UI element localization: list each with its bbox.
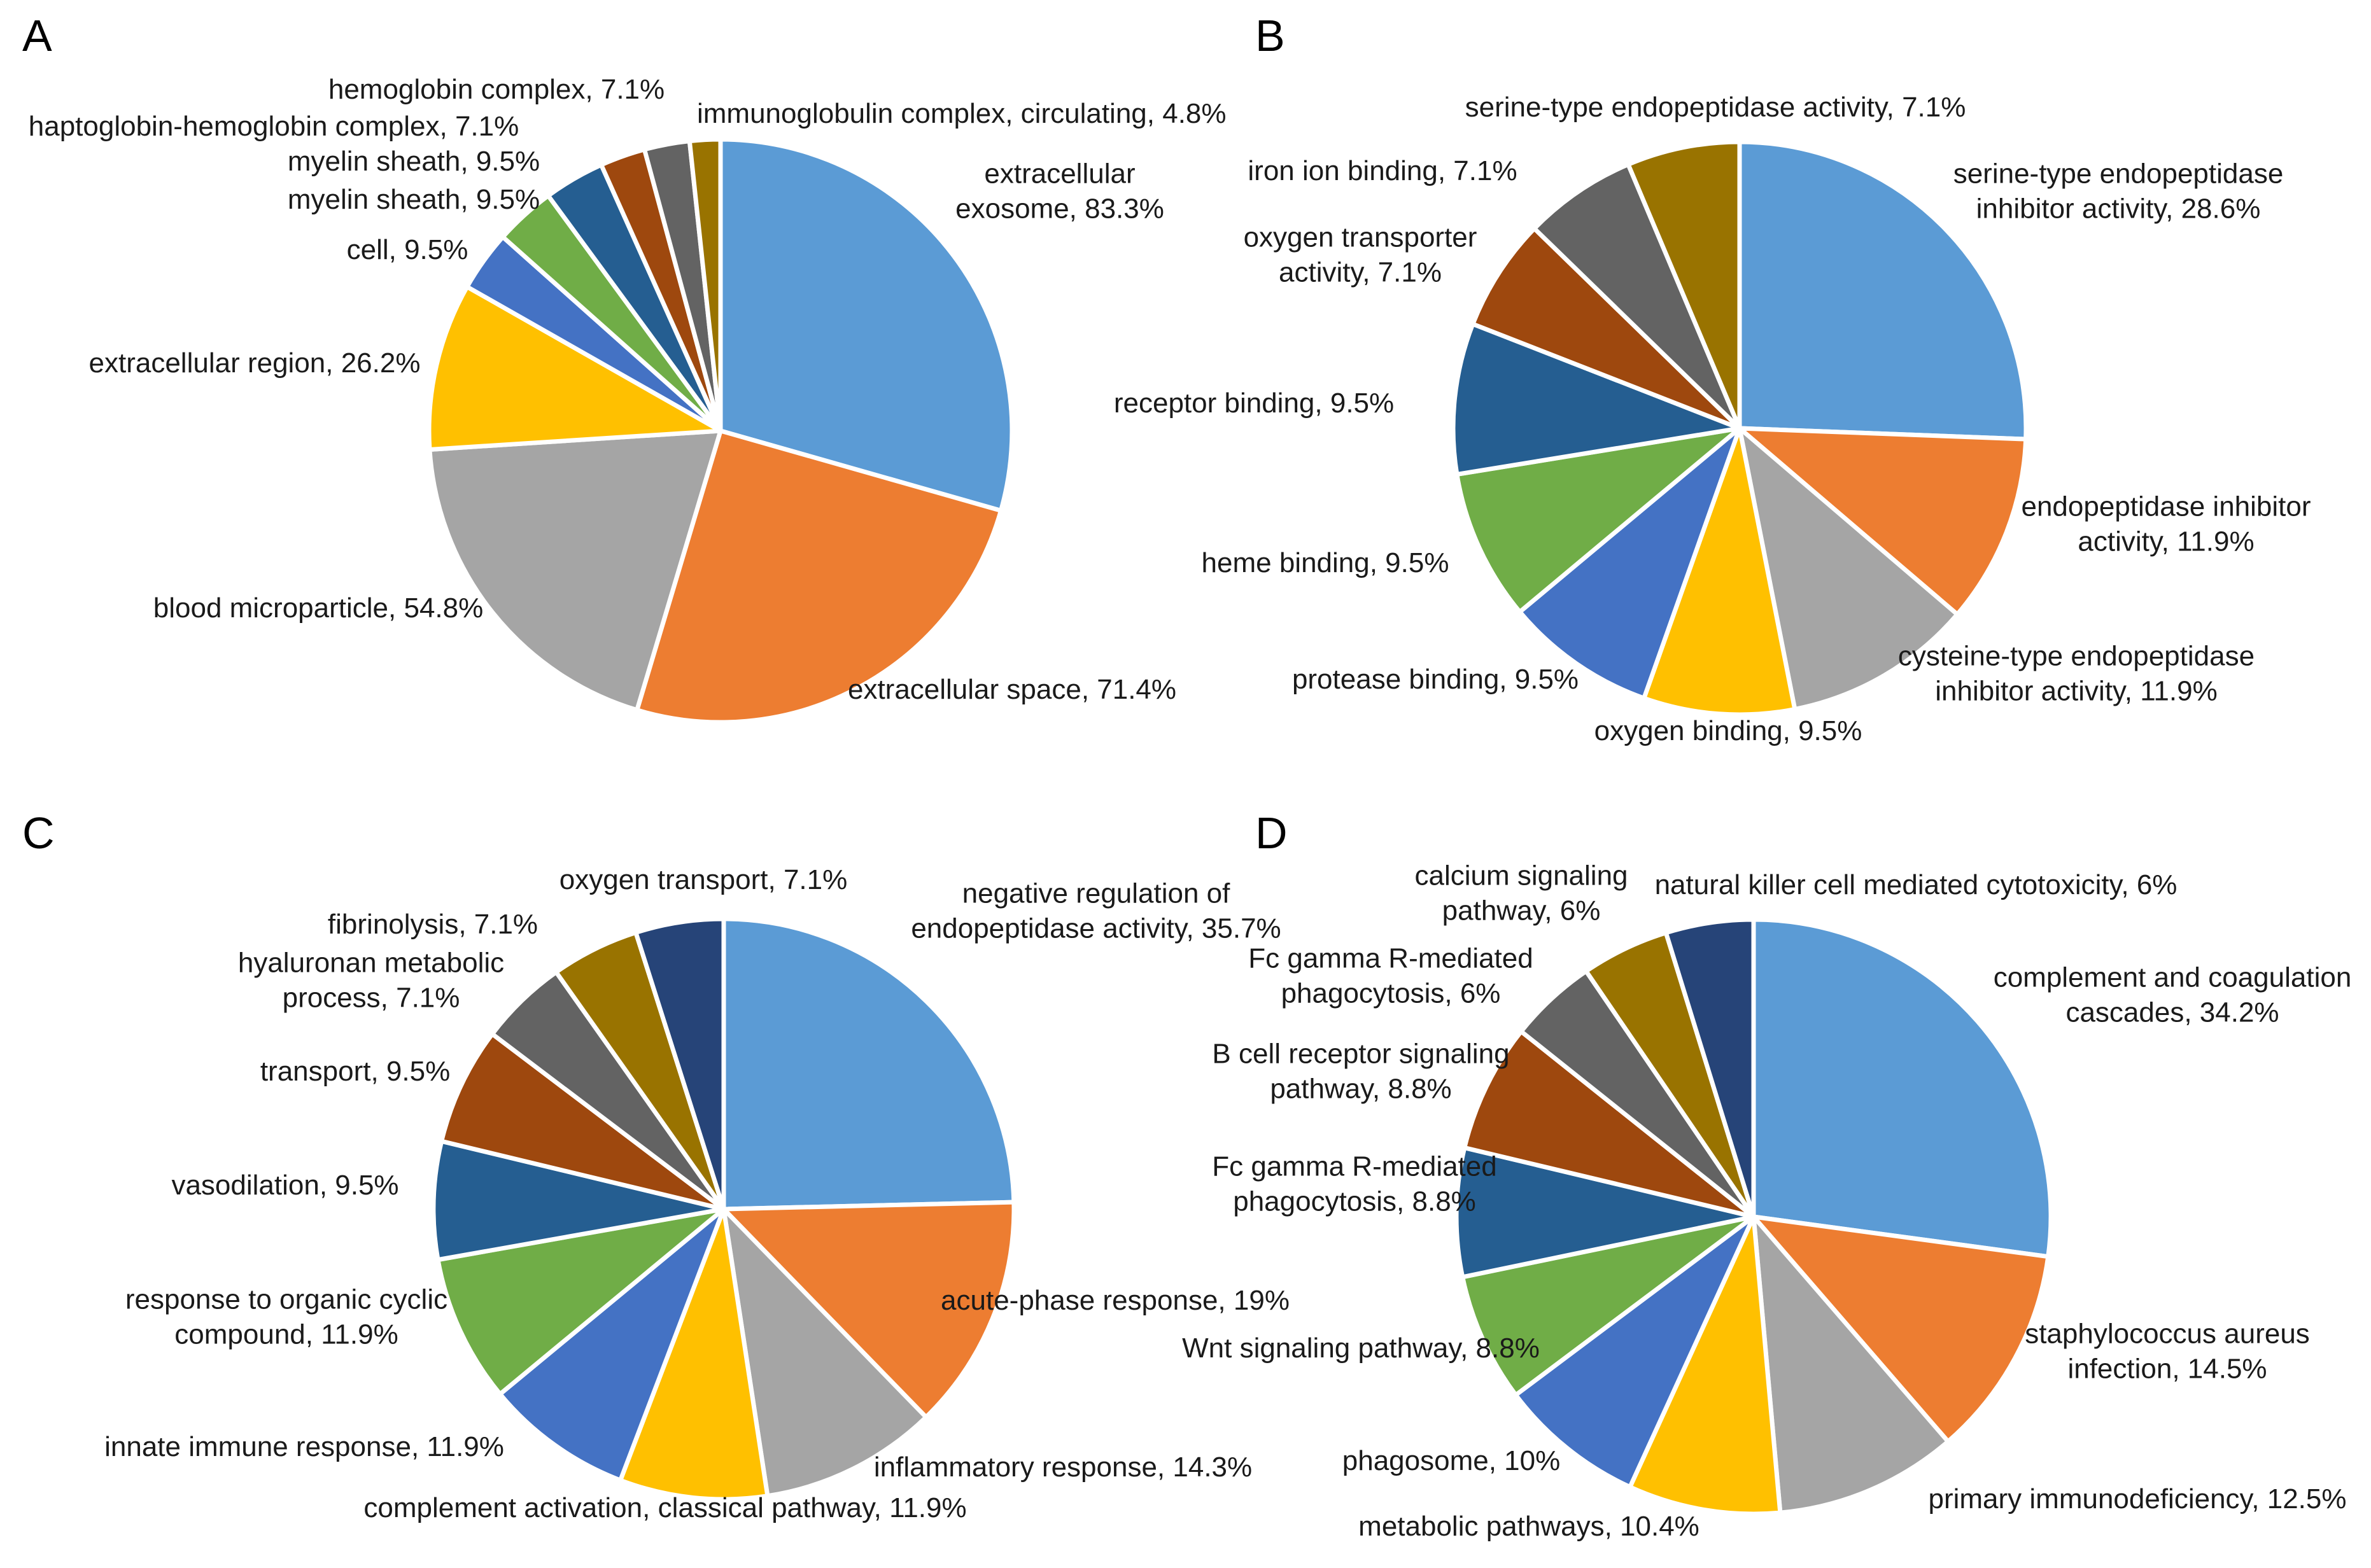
- data-label: inhibitor activity, 28.6%: [1976, 193, 2261, 225]
- panel-letter-c: C: [22, 808, 55, 858]
- data-label: myelin sheath, 9.5%: [288, 146, 540, 177]
- data-label: fibrinolysis, 7.1%: [328, 909, 538, 940]
- pie-slice: [1737, 426, 1960, 712]
- pie-slice: [1751, 1214, 1950, 1515]
- data-label: Fc gamma R-mediated: [1248, 943, 1533, 974]
- pie-slice: [435, 1207, 726, 1397]
- pie-slice: [1532, 162, 1742, 431]
- data-label: endopeptidase inhibitor: [2021, 491, 2311, 522]
- data-label: cell, 9.5%: [347, 234, 468, 265]
- pie-slice: [426, 284, 723, 452]
- data-label: activity, 7.1%: [1279, 257, 1442, 288]
- pie-slice: [635, 428, 1003, 725]
- pie-slice: [1513, 1214, 1756, 1490]
- pie-slice: [439, 1032, 726, 1212]
- data-label: response to organic cyclic: [125, 1284, 447, 1315]
- pie-slice: [1460, 1214, 1756, 1397]
- data-label: cysteine-type endopeptidase: [1898, 641, 2255, 672]
- panel-letter-b: B: [1255, 11, 1285, 60]
- data-label: protease binding, 9.5%: [1292, 664, 1579, 695]
- data-label: haptoglobin-hemoglobin complex, 7.1%: [29, 111, 519, 142]
- pie-slice: [1751, 1214, 2051, 1444]
- data-label: extracellular: [984, 158, 1135, 190]
- pie-slice: [687, 137, 723, 433]
- data-label: calcium signaling: [1414, 860, 1628, 892]
- pie-slice: [1663, 917, 1756, 1219]
- data-label: inhibitor activity, 11.9%: [1935, 676, 2217, 707]
- data-label: iron ion binding, 7.1%: [1248, 155, 1517, 186]
- data-label: acute-phase response, 19%: [941, 1285, 1290, 1316]
- pie-slice: [427, 428, 723, 713]
- data-label: Wnt signaling pathway, 8.8%: [1182, 1333, 1540, 1364]
- pie-slice: [1462, 1029, 1756, 1219]
- pie-slice: [618, 1207, 770, 1502]
- panel-letter-d: D: [1255, 808, 1288, 858]
- pie-slice: [1454, 426, 1742, 615]
- pie-slice: [1737, 139, 2029, 442]
- data-label: endopeptidase activity, 35.7%: [911, 913, 1281, 944]
- pie-slice: [721, 916, 1017, 1212]
- data-label: complement and coagulation: [1994, 962, 2352, 993]
- data-label: transport, 9.5%: [260, 1056, 450, 1087]
- data-label: compound, 11.9%: [174, 1319, 398, 1350]
- data-label: phagosome, 10%: [1342, 1445, 1560, 1476]
- data-label: complement activation, classical pathway…: [363, 1492, 966, 1523]
- data-label: oxygen transporter: [1244, 222, 1477, 253]
- pie-slice: [633, 916, 726, 1212]
- pie-slice: [1451, 321, 1742, 477]
- pie-slice: [1626, 139, 1742, 431]
- data-label: receptor binding, 9.5%: [1114, 388, 1394, 419]
- pie-slice: [431, 1138, 726, 1263]
- data-label: extracellular space, 71.4%: [848, 674, 1176, 705]
- pie-slice: [718, 137, 1015, 513]
- data-label: negative regulation of: [962, 878, 1231, 909]
- pie-slice: [1454, 1145, 1756, 1280]
- pie-slice: [1642, 426, 1798, 717]
- data-label: exosome, 83.3%: [955, 193, 1164, 225]
- data-label: cascades, 34.2%: [2065, 997, 2279, 1028]
- pie-slice: [721, 1200, 1017, 1420]
- data-label: natural killer cell mediated cytotoxicit…: [1655, 869, 2178, 900]
- data-label: Fc gamma R-mediated: [1212, 1151, 1496, 1182]
- data-label: vasodilation, 9.5%: [171, 1170, 398, 1201]
- data-label: infection, 14.5%: [2067, 1354, 2267, 1385]
- data-label: metabolic pathways, 10.4%: [1358, 1511, 1699, 1542]
- data-label: pathway, 8.8%: [1270, 1074, 1451, 1105]
- data-label: blood microparticle, 54.8%: [153, 592, 483, 624]
- data-label: pathway, 6%: [1442, 895, 1601, 927]
- data-label: phagocytosis, 8.8%: [1233, 1186, 1476, 1217]
- data-label: staphylococcus aureus: [2025, 1319, 2310, 1350]
- pie-slice: [721, 1207, 929, 1499]
- data-label: activity, 11.9%: [2078, 526, 2254, 557]
- data-label: extracellular region, 26.2%: [89, 347, 421, 379]
- data-label: primary immunodeficiency, 12.5%: [1929, 1483, 2347, 1515]
- data-label: phagocytosis, 6%: [1281, 978, 1501, 1009]
- data-label: oxygen transport, 7.1%: [559, 864, 847, 895]
- pie-slice: [1517, 426, 1742, 701]
- pie-slice: [498, 1207, 726, 1483]
- data-label: innate immune response, 11.9%: [104, 1431, 504, 1462]
- data-label: hyaluronan metabolic: [238, 948, 504, 979]
- data-label: myelin sheath, 9.5%: [288, 184, 540, 215]
- pie-slice: [1470, 226, 1742, 431]
- data-label: inflammatory response, 14.3%: [874, 1452, 1252, 1483]
- data-label: hemoglobin complex, 7.1%: [328, 74, 665, 105]
- data-label: heme binding, 9.5%: [1202, 547, 1449, 578]
- data-label: immunoglobulin complex, circulating, 4.8…: [697, 98, 1227, 129]
- data-label: process, 7.1%: [283, 983, 460, 1014]
- pie-slice: [1628, 1214, 1783, 1516]
- data-label: B cell receptor signaling: [1212, 1039, 1509, 1070]
- data-label: serine-type endopeptidase: [1953, 158, 2284, 190]
- pie-slice: [1737, 426, 2029, 617]
- data-label: serine-type endopeptidase activity, 7.1%: [1465, 92, 1966, 123]
- panel-letter-a: A: [22, 11, 52, 60]
- pie-slice: [1751, 917, 2053, 1259]
- data-label: oxygen binding, 9.5%: [1594, 715, 1862, 746]
